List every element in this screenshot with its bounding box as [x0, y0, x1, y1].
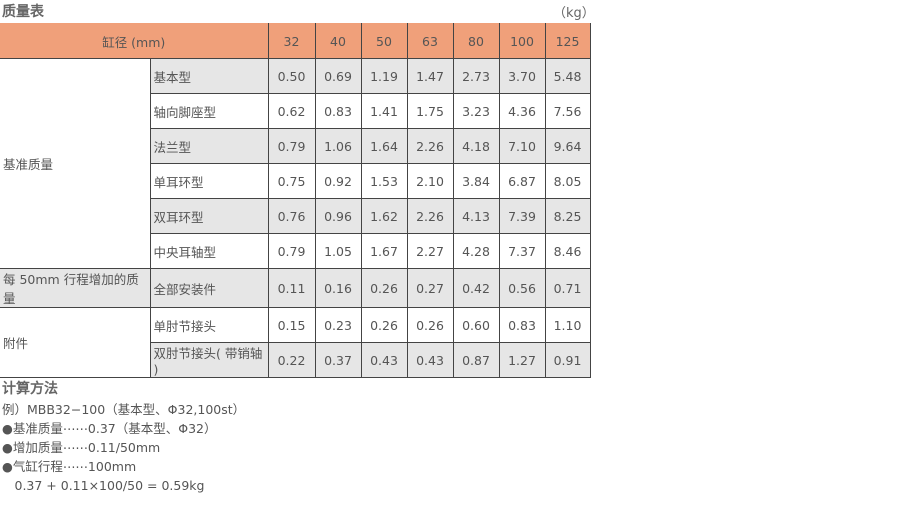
group-label: 附件 — [0, 307, 151, 378]
mass-value: 1.19 — [360, 58, 408, 94]
calc-line: 例）MBB32−100（基本型、Φ32,100st） — [2, 402, 246, 417]
group-label: 基准质量 — [0, 58, 151, 269]
mass-value: 9.64 — [544, 128, 591, 164]
mass-value: 1.10 — [544, 307, 591, 343]
mass-value: 7.10 — [498, 128, 546, 164]
mass-value: 0.62 — [267, 93, 316, 129]
mass-value: 0.92 — [314, 163, 362, 199]
mass-value: 1.62 — [360, 198, 408, 234]
mass-value: 2.73 — [452, 58, 500, 94]
mass-value: 4.18 — [452, 128, 500, 164]
mass-value: 7.37 — [498, 233, 546, 269]
table-row: 每 50mm 行程增加的质量 全部安装件 0.11 0.16 0.26 0.27 0.42 0… — [0, 268, 591, 308]
mass-value: 0.23 — [314, 307, 362, 343]
mass-value: 0.50 — [267, 58, 316, 94]
mass-value: 0.83 — [314, 93, 362, 129]
mass-value: 1.27 — [498, 342, 546, 378]
unit-label: （kg） — [553, 6, 595, 21]
calc-heading: 计算方法 — [2, 381, 58, 397]
calc-line: 0.37 + 0.11×100/50 = 0.59kg — [2, 478, 205, 493]
mass-value: 2.10 — [406, 163, 454, 199]
mass-value: 0.75 — [267, 163, 316, 199]
type-label: 基本型 — [149, 58, 269, 94]
mass-value: 4.28 — [452, 233, 500, 269]
type-label: 中央耳轴型 — [150, 233, 269, 269]
mass-value: 8.25 — [544, 198, 591, 234]
mass-value: 1.41 — [360, 93, 408, 129]
group-label: 每 50mm 行程增加的质量 — [0, 268, 151, 308]
mass-value: 5.48 — [544, 58, 591, 94]
mass-value: 1.06 — [314, 128, 362, 164]
mass-value: 0.42 — [452, 268, 500, 308]
mass-value: 0.96 — [314, 198, 362, 234]
type-label: 单肘节接头 — [149, 307, 269, 343]
mass-value: 0.76 — [267, 198, 316, 234]
mass-value: 0.26 — [360, 307, 408, 343]
mass-value: 0.43 — [406, 342, 454, 378]
mass-value: 6.87 — [498, 163, 546, 199]
mass-value: 0.27 — [406, 268, 454, 308]
mass-value: 8.46 — [544, 233, 591, 269]
bore-header-cell: 125 — [544, 23, 591, 59]
mass-value: 0.60 — [452, 307, 500, 343]
mass-value: 1.05 — [314, 233, 362, 269]
type-label: 双耳环型 — [150, 198, 269, 234]
mass-value: 1.75 — [406, 93, 454, 129]
mass-value: 0.56 — [498, 268, 546, 308]
mass-value: 8.05 — [544, 163, 591, 199]
mass-value: 1.67 — [360, 233, 408, 269]
mass-value: 0.83 — [498, 307, 546, 343]
calc-line: ●气缸行程⋯⋯100mm — [2, 459, 137, 474]
mass-value: 0.43 — [360, 342, 408, 378]
bore-header: 缸径 (mm) — [0, 23, 269, 59]
table-row: 附件 单肘节接头 0.15 0.23 0.26 0.26 0.60 0.83 1.10 — [0, 307, 591, 378]
mass-value: 0.22 — [267, 342, 316, 378]
mass-value: 4.36 — [498, 93, 546, 129]
mass-value: 0.87 — [452, 342, 500, 378]
table-row: 双肘节接头( 带销轴 ) 0.22 0.37 0.43 0.43 0.87 1.27 0.91 — [0, 342, 591, 378]
bore-header-cell: 80 — [452, 23, 500, 59]
bore-header-cell: 100 — [498, 23, 546, 59]
mass-value: 0.91 — [544, 342, 591, 378]
mass-value: 3.70 — [498, 58, 546, 94]
mass-value: 0.26 — [360, 268, 408, 308]
mass-value: 7.39 — [498, 198, 546, 234]
mass-value: 1.47 — [406, 58, 454, 94]
mass-value: 0.79 — [267, 233, 316, 269]
calculation-section: 计算方法 例）MBB32−100（基本型、Φ32,100st） ●基准质量⋯⋯0… — [2, 380, 245, 495]
type-label: 全部安装件 — [149, 268, 269, 308]
mass-value: 2.26 — [406, 128, 454, 164]
mass-value: 3.23 — [452, 93, 500, 129]
bore-header-cell: 63 — [406, 23, 454, 59]
mass-value: 1.53 — [360, 163, 408, 199]
mass-value: 0.79 — [267, 128, 316, 164]
mass-value: 2.26 — [406, 198, 454, 234]
type-label: 轴向脚座型 — [150, 93, 269, 129]
mass-value: 4.13 — [452, 198, 500, 234]
mass-value: 3.84 — [452, 163, 500, 199]
type-label: 双肘节接头( 带销轴 ) — [150, 342, 269, 378]
mass-value: 1.64 — [360, 128, 408, 164]
mass-table: 缸径 (mm) 32 40 50 63 80 100 125 基准质量 基本型 0.50 0.69 1.… — [0, 23, 591, 378]
mass-value: 0.69 — [314, 58, 362, 94]
bore-header-cell: 40 — [314, 23, 362, 59]
calc-line: ●基准质量⋯⋯0.37（基本型、Φ32） — [2, 421, 217, 436]
mass-value: 0.71 — [544, 268, 591, 308]
calc-line: ●增加质量⋯⋯0.11/50mm — [2, 440, 161, 455]
type-label: 法兰型 — [150, 128, 269, 164]
mass-value: 2.27 — [406, 233, 454, 269]
mass-value: 0.11 — [267, 268, 316, 308]
header-row: 缸径 (mm) 32 40 50 63 80 100 125 — [0, 23, 591, 59]
bore-header-cell: 32 — [267, 23, 316, 59]
bore-header-cell: 50 — [360, 23, 408, 59]
table-title: 质量表 — [2, 4, 44, 20]
mass-value: 0.26 — [406, 307, 454, 343]
mass-value: 7.56 — [544, 93, 591, 129]
mass-value: 0.15 — [267, 307, 316, 343]
mass-value: 0.37 — [314, 342, 362, 378]
type-label: 单耳环型 — [150, 163, 269, 199]
table-row: 基准质量 基本型 0.50 0.69 1.19 1.47 2.73 3.70 5.48 — [0, 58, 591, 269]
mass-value: 0.16 — [314, 268, 362, 308]
